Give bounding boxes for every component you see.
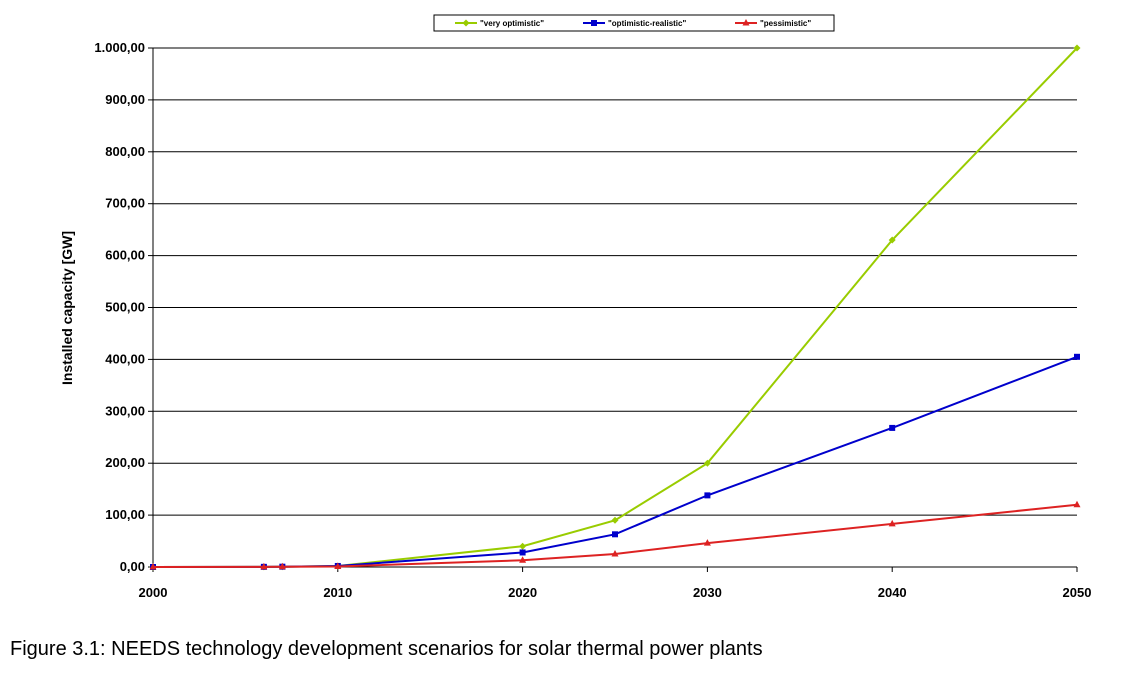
legend-label: "pessimistic" — [760, 19, 811, 28]
y-axis-title: Installed capacity [GW] — [59, 231, 75, 385]
data-point — [888, 236, 896, 244]
y-tick-label: 900,00 — [105, 92, 145, 107]
x-tick-label: 2000 — [139, 585, 168, 600]
legend-label: "very optimistic" — [480, 19, 544, 28]
series-layer — [149, 44, 1081, 571]
x-tick-label: 2030 — [693, 585, 722, 600]
data-point — [149, 563, 157, 570]
data-point — [703, 539, 711, 546]
legend-marker — [742, 19, 750, 26]
y-tick-labels: 0,00 100,00 200,00 300,00 400,00 500,00 600,00… — [94, 40, 145, 574]
legend-item: "very optimistic" — [455, 19, 544, 28]
chart: 0,00 100,00 200,00 300,00 400,00 500,00 600,00… — [59, 14, 1092, 600]
y-tick-label: 1.000,00 — [94, 40, 145, 55]
y-tick-label: 400,00 — [105, 351, 145, 366]
axes — [152, 48, 1078, 572]
series-2 — [149, 500, 1081, 570]
x-tick-label: 2050 — [1063, 585, 1092, 600]
legend: "very optimistic" "optimistic-realistic" "… — [433, 14, 835, 32]
x-tick-label: 2040 — [878, 585, 907, 600]
series-1 — [150, 353, 1080, 570]
x-tick-label: 2010 — [323, 585, 352, 600]
data-point — [889, 424, 896, 431]
y-tick-label: 0,00 — [120, 559, 145, 574]
legend-item: "optimistic-realistic" — [583, 19, 686, 28]
legend-item: "pessimistic" — [735, 19, 811, 28]
y-tick-label: 100,00 — [105, 507, 145, 522]
data-point — [704, 492, 711, 499]
data-point — [260, 562, 268, 570]
y-tick-label: 300,00 — [105, 403, 145, 418]
data-point — [611, 516, 619, 524]
legend-marker — [462, 19, 470, 27]
data-point — [519, 549, 526, 556]
y-tick-label: 700,00 — [105, 196, 145, 211]
legend-label: "optimistic-realistic" — [608, 19, 686, 28]
y-tick-label: 500,00 — [105, 300, 145, 315]
data-point — [519, 542, 527, 550]
data-point — [334, 562, 342, 569]
data-point — [519, 556, 527, 563]
data-point — [611, 550, 619, 557]
legend-box — [433, 14, 835, 32]
data-point — [1073, 500, 1081, 508]
data-point — [278, 562, 286, 570]
x-tick-label: 2020 — [508, 585, 537, 600]
y-tick-label: 200,00 — [105, 455, 145, 470]
data-point — [1074, 353, 1080, 360]
legend-marker — [591, 20, 597, 26]
figure-caption: Figure 3.1: NEEDS technology development… — [10, 638, 763, 660]
gridlines — [148, 47, 1077, 568]
data-point — [888, 519, 896, 527]
data-point — [703, 459, 711, 467]
y-tick-label: 800,00 — [105, 144, 145, 159]
y-tick-label: 600,00 — [105, 248, 145, 263]
data-point — [1073, 44, 1081, 52]
data-point — [612, 531, 618, 538]
x-tick-labels: 2000 2010 2020 2030 2040 2050 — [139, 585, 1092, 600]
